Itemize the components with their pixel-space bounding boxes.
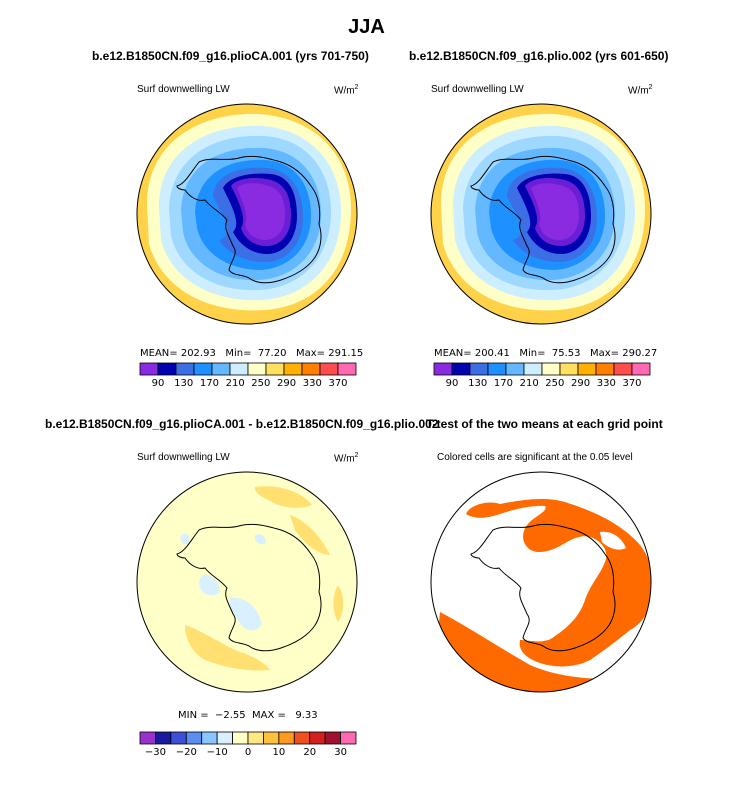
panel4-header: T-test of the two means at each grid poi… — [426, 417, 663, 431]
panel3-colorbar-swatch — [247, 731, 264, 745]
panel3-colorbar: −30 −20 −10 0 10 20 30 — [139, 731, 357, 758]
panel1-colorbar-swatch — [211, 362, 231, 376]
panel2-colorbar-swatch — [469, 362, 489, 376]
panel1-units-base: W/m — [334, 85, 355, 97]
panel3-units-exp: 2 — [354, 452, 359, 459]
panel2-colorbar-swatch — [559, 362, 579, 376]
panel1-colorbar-tick-label: 370 — [328, 378, 347, 389]
panel1-map — [136, 103, 358, 325]
panel2-units-base: W/m — [628, 85, 649, 97]
panel2-colorbar-tick-label: 330 — [597, 378, 616, 389]
panel1-colorbar-swatch — [283, 362, 303, 376]
panel2-colorbar-tick-label: 170 — [494, 378, 513, 389]
panel1-colorbar-tick-label: 250 — [251, 378, 270, 389]
panel2-colorbar-swatch — [613, 362, 633, 376]
panel2-colorbar-swatch — [595, 362, 615, 376]
panel3-colorbar-swatch — [216, 731, 233, 745]
panel2-colorbar-swatch — [487, 362, 507, 376]
panel2-colorbar-swatch — [505, 362, 525, 376]
panel3-colorbar-tick-label: 10 — [272, 747, 285, 758]
panel2-colorbar-tick-label: 210 — [520, 378, 539, 389]
panel3-colorbar-tick-label: 20 — [303, 747, 316, 758]
panel3-header: b.e12.B1850CN.f09_g16.plioCA.001 - b.e12… — [45, 417, 439, 431]
panel3-units-base: W/m — [334, 453, 355, 465]
panel3-colorbar-swatch — [139, 731, 156, 745]
panel2-map — [430, 103, 652, 325]
panel2-stats: MEAN= 200.41 Min= 75.53 Max= 290.27 — [434, 348, 658, 359]
panel2-colorbar-swatch — [631, 362, 651, 376]
panel2-units-exp: 2 — [648, 84, 653, 91]
panel2-colorbar-swatch — [577, 362, 597, 376]
panel4-subtitle: Colored cells are significant at the 0.0… — [437, 452, 633, 463]
panel2-colorbar-tick-label: 250 — [545, 378, 564, 389]
panel3-colorbar-swatch — [309, 731, 326, 745]
panel2-units: W/m2 — [628, 84, 652, 96]
figure-title: JJA — [348, 16, 385, 38]
panel3-colorbar-tick-label: 30 — [334, 747, 347, 758]
panel1-colorbar-swatch — [139, 362, 159, 376]
panel2-colorbar-swatch — [541, 362, 561, 376]
panel3-variable-label: Surf downwelling LW — [137, 452, 230, 463]
panel1-colorbar-tick-label: 130 — [174, 378, 193, 389]
panel1-units: W/m2 — [334, 84, 358, 96]
panel3-colorbar-swatch — [263, 731, 280, 745]
panel3-colorbar-swatch — [278, 731, 295, 745]
panel3-colorbar-swatch — [201, 731, 218, 745]
panel2-colorbar-tick-label: 130 — [468, 378, 487, 389]
panel2-colorbar-swatch — [523, 362, 543, 376]
panel1-colorbar-swatch — [229, 362, 249, 376]
panel1-colorbar-swatch — [301, 362, 321, 376]
panel1-colorbar-tick-label: 210 — [226, 378, 245, 389]
panel1-colorbar-swatch — [319, 362, 339, 376]
panel2-colorbar-tick-label: 90 — [446, 378, 459, 389]
panel3-colorbar-swatch — [232, 731, 249, 745]
panel1-stats: MEAN= 202.93 Min= 77.20 Max= 291.15 — [140, 348, 364, 359]
panel1-header: b.e12.B1850CN.f09_g16.plioCA.001 (yrs 70… — [92, 49, 369, 63]
panel3-colorbar-swatch — [170, 731, 187, 745]
panel2-colorbar-tick-label: 370 — [622, 378, 641, 389]
panel1-colorbar-tick-label: 330 — [303, 378, 322, 389]
panel1-units-exp: 2 — [354, 84, 359, 91]
panel1-colorbar-swatch — [193, 362, 213, 376]
panel1-colorbar-swatch — [175, 362, 195, 376]
panel3-colorbar-tick-label: −10 — [207, 747, 228, 758]
panel3-units: W/m2 — [334, 452, 358, 464]
panel3-colorbar-swatch — [293, 731, 311, 745]
panel3-colorbar-swatch — [324, 731, 341, 745]
panel2-colorbar-swatch — [451, 362, 471, 376]
panel3-colorbar-swatch — [155, 731, 172, 745]
panel2-colorbar-tick-label: 290 — [571, 378, 590, 389]
panel4-map — [430, 471, 652, 693]
panel2-colorbar: 90 130 170 210 250 290 330 370 — [433, 362, 651, 389]
panel1-colorbar-tick-label: 290 — [277, 378, 296, 389]
panel2-header: b.e12.B1850CN.f09_g16.plio.002 (yrs 601-… — [409, 49, 669, 63]
panel1-colorbar-swatch — [337, 362, 357, 376]
panel3-colorbar-swatch — [185, 731, 203, 745]
panel3-colorbar-tick-label: −20 — [176, 747, 197, 758]
panel3-stats: MIN = −2.55 MAX = 9.33 — [178, 710, 318, 721]
panel3-map — [136, 471, 358, 693]
panel3-colorbar-swatch — [340, 731, 357, 745]
panel1-colorbar: 90 130 170 210 250 290 330 370 — [139, 362, 357, 389]
panel1-colorbar-tick-label: 170 — [200, 378, 219, 389]
panel1-colorbar-swatch — [247, 362, 267, 376]
panel3-colorbar-tick-label: 0 — [245, 747, 251, 758]
panel3-colorbar-tick-label: −30 — [145, 747, 166, 758]
panel2-colorbar-swatch — [433, 362, 453, 376]
panel1-colorbar-swatch — [265, 362, 285, 376]
panel1-colorbar-swatch — [157, 362, 177, 376]
panel2-variable-label: Surf downwelling LW — [431, 84, 524, 95]
panel1-variable-label: Surf downwelling LW — [137, 84, 230, 95]
panel1-colorbar-tick-label: 90 — [152, 378, 165, 389]
